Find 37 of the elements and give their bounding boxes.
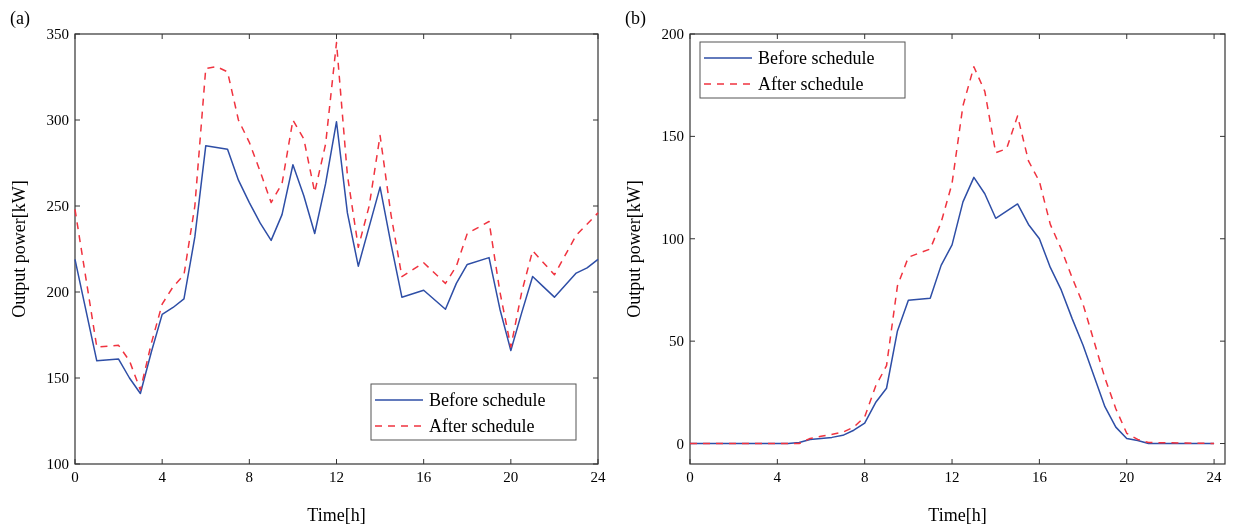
y-tick-label: 350 — [46, 26, 69, 42]
x-tick-label: 20 — [503, 469, 519, 485]
y-tick-label: 200 — [46, 284, 69, 300]
x-tick-label: 4 — [773, 469, 782, 485]
legend-label: After schedule — [758, 74, 864, 94]
y-tick-label: 300 — [46, 112, 69, 128]
y-tick-label: 100 — [661, 230, 684, 247]
x-tick-label: 4 — [158, 469, 167, 485]
x-tick-label: 8 — [245, 469, 254, 485]
y-tick-label: 150 — [46, 370, 69, 386]
y-axis-title: Output power[kW] — [624, 180, 644, 318]
x-tick-label: 24 — [590, 469, 606, 485]
y-tick-label: 100 — [46, 456, 69, 472]
legend-label: Before schedule — [758, 48, 875, 68]
line-series — [689, 66, 1215, 445]
x-tick-label: 0 — [71, 469, 79, 485]
y-tick-label: 50 — [669, 333, 684, 350]
y-tick-label: 200 — [661, 26, 684, 42]
legend-label: After schedule — [429, 416, 535, 436]
y-axis-title: Output power[kW] — [9, 180, 29, 318]
chart-title: (b) — [625, 8, 646, 29]
x-tick-label: 0 — [686, 469, 694, 485]
x-tick-label: 16 — [1031, 469, 1048, 485]
legend-label: Before schedule — [429, 390, 546, 410]
y-tick-label: 150 — [661, 128, 684, 145]
x-tick-label: 16 — [416, 469, 432, 485]
y-tick-label: 0 — [676, 435, 684, 452]
x-axis-title: Time[h] — [307, 505, 366, 525]
x-tick-label: 8 — [860, 469, 869, 485]
x-tick-label: 12 — [944, 469, 960, 485]
x-tick-label: 24 — [1206, 469, 1223, 485]
x-tick-label: 20 — [1119, 469, 1135, 485]
line-series — [74, 41, 599, 391]
y-tick-label: 250 — [46, 198, 69, 214]
x-tick-label: 12 — [329, 469, 344, 485]
chart-title: (a) — [10, 8, 30, 29]
x-axis-title: Time[h] — [928, 505, 987, 525]
